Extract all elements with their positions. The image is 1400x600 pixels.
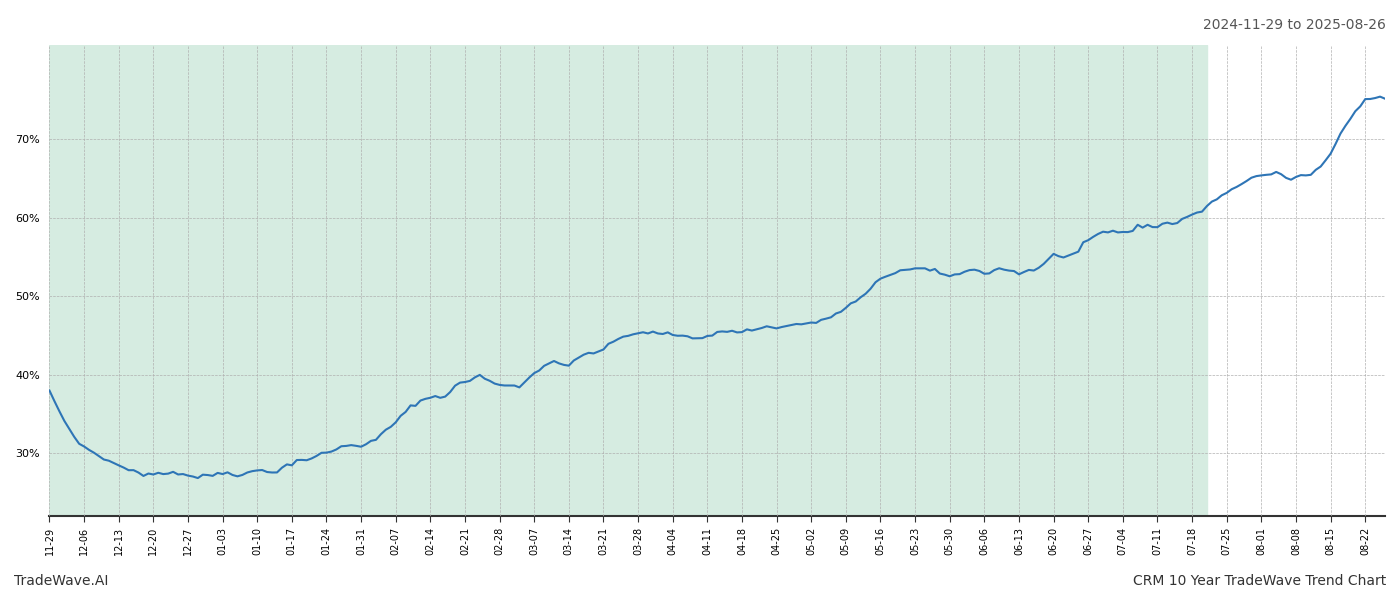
Text: 2024-11-29 to 2025-08-26: 2024-11-29 to 2025-08-26 (1203, 18, 1386, 32)
Text: TradeWave.AI: TradeWave.AI (14, 574, 108, 588)
Bar (49, 45, 1207, 516)
Text: CRM 10 Year TradeWave Trend Chart: CRM 10 Year TradeWave Trend Chart (1133, 574, 1386, 588)
